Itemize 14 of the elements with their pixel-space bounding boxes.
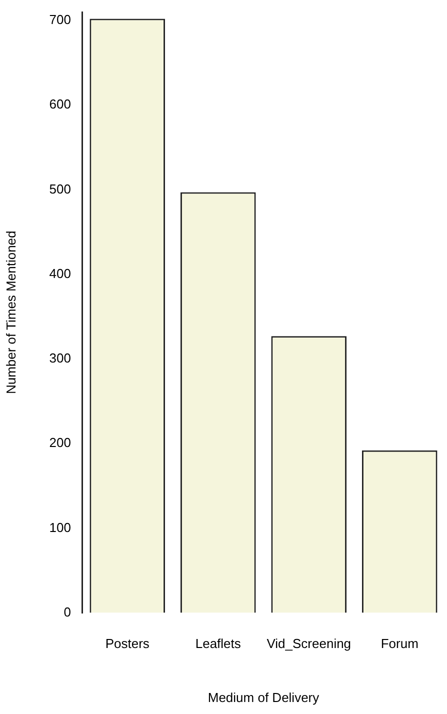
x-tick-label: Posters — [105, 636, 150, 652]
y-tick-label: 0 — [64, 604, 71, 620]
x-axis-title: Medium of Delivery — [208, 690, 320, 705]
y-tick-label: 300 — [49, 350, 71, 366]
x-tick-label: Leaflets — [195, 636, 242, 652]
y-tick-label: 400 — [49, 266, 71, 281]
y-tick-label: 100 — [49, 520, 71, 535]
y-tick-label: 500 — [49, 181, 71, 196]
y-axis-title: Number of Times Mentioned — [3, 230, 18, 394]
x-tick-label: Forum — [380, 636, 418, 652]
y-tick-label: 700 — [49, 12, 71, 28]
y-tick-label: 200 — [49, 435, 71, 450]
y-tick-label: 600 — [49, 96, 71, 112]
x-tick-label: Vid_Screening — [266, 636, 352, 652]
